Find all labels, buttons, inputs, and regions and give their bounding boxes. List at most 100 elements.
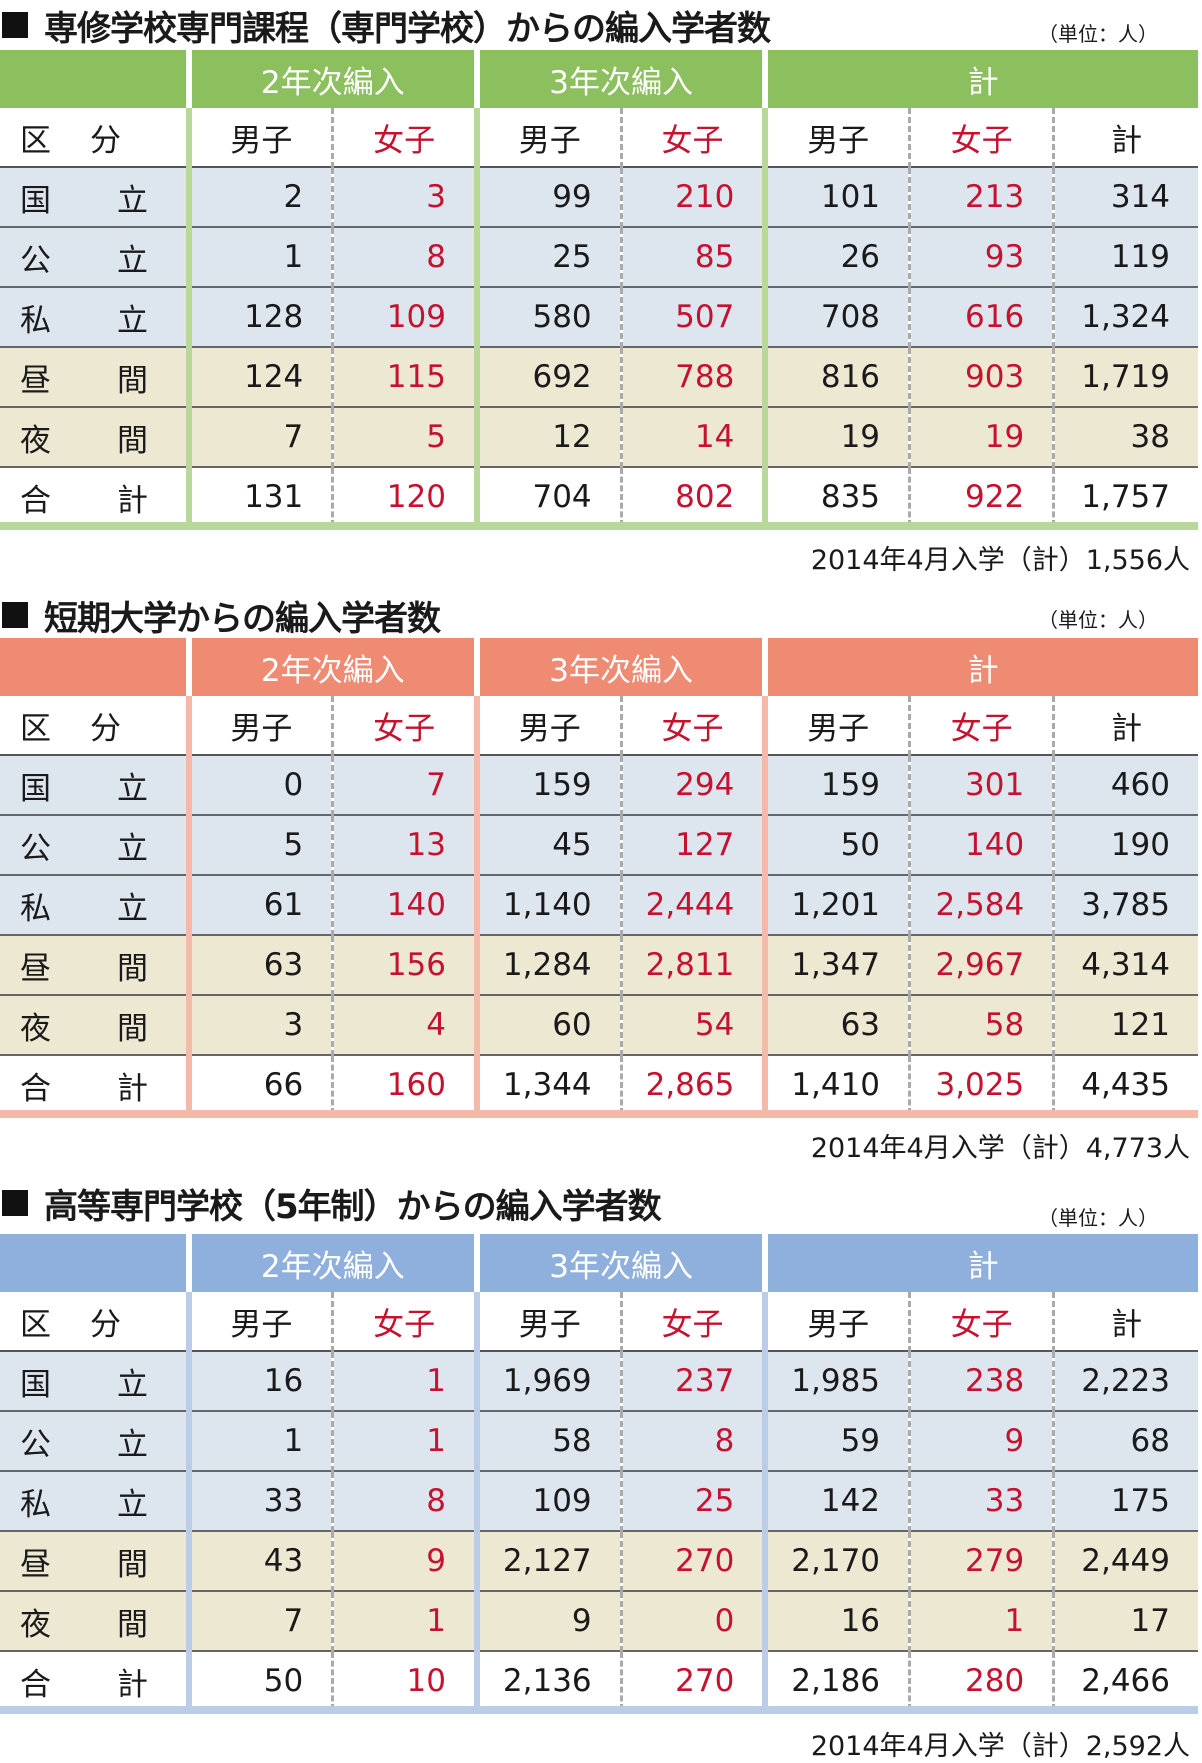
footer-total: 2014年4月入学（計）4,773人: [810, 1133, 1190, 1164]
section-vocational: 専修学校専門課程（専門学校）からの編入学者数 （単位：人） 2年次編入 3年次編入…: [0, 0, 1202, 590]
sub-header: 女子: [621, 108, 769, 168]
section-technical-college: 高等専門学校（5年制）からの編入学者数 （単位：人） 2年次編入 3年次編入計区 …: [0, 1178, 1202, 1763]
section-junior-college: 短期大学からの編入学者数 （単位：人） 2年次編入 3年次編入計区 分男子 女子 男子…: [0, 590, 1202, 1178]
total-count-cell: 1,324: [1053, 287, 1198, 348]
row-label-char: 間: [117, 422, 148, 459]
sub-header: 男子: [188, 108, 335, 168]
male-count-cell: 708: [765, 287, 912, 348]
group-header: 3年次編入: [476, 1234, 769, 1292]
category-header: 区 分: [0, 1292, 192, 1352]
female-count-cell: 33: [909, 1471, 1056, 1532]
female-count-cell: 93: [909, 227, 1056, 288]
row-label: 公立: [0, 1411, 192, 1472]
male-count-cell: 835: [765, 467, 912, 526]
row-label: 合計: [0, 1651, 192, 1710]
female-count-cell: 507: [621, 287, 769, 348]
table-row: 国立 2 3 99 210 101 213 314: [0, 167, 1198, 228]
footer-total: 2014年4月入学（計）1,556人: [810, 545, 1190, 576]
total-count-cell: 314: [1053, 167, 1198, 228]
table-row: 私立 61 140 1,140 2,444 1,201 2,584 3,785: [0, 875, 1198, 936]
female-count-cell: 0: [621, 1591, 769, 1652]
sub-header: 女子: [909, 108, 1056, 168]
row-label-char: 公: [20, 1426, 51, 1463]
row-label: 夜間: [0, 995, 192, 1056]
total-count-cell: 68: [1053, 1411, 1198, 1472]
sub-header: 男子: [476, 108, 623, 168]
group-header: 計: [765, 1234, 1198, 1292]
female-count-cell: 7: [332, 755, 480, 816]
total-count-cell: 119: [1053, 227, 1198, 288]
table-row: 公立 1 8 25 85 26 93 119: [0, 227, 1198, 288]
male-count-cell: 5: [188, 815, 335, 876]
male-count-cell: 159: [476, 755, 623, 816]
table-bottom-bar: [0, 1110, 1198, 1118]
table-bottom-bar: [0, 522, 1198, 530]
female-count-cell: 1: [909, 1591, 1056, 1652]
female-count-cell: 3: [332, 167, 480, 228]
male-count-cell: 1,985: [765, 1351, 912, 1412]
group-header: 3年次編入: [476, 50, 769, 108]
female-count-cell: 156: [332, 935, 480, 996]
row-label: 国立: [0, 755, 192, 816]
row-label-char: 立: [117, 182, 148, 219]
female-count-cell: 160: [332, 1055, 480, 1114]
female-count-cell: 279: [909, 1531, 1056, 1592]
sub-header: 男子: [188, 696, 335, 756]
sub-header: 男子: [188, 1292, 335, 1352]
male-count-cell: 58: [476, 1411, 623, 1472]
table-row: 私立 33 8 109 25 142 33 175: [0, 1471, 1198, 1532]
female-count-cell: 115: [332, 347, 480, 408]
row-label-char: 計: [117, 1070, 148, 1107]
total-count-cell: 2,223: [1053, 1351, 1198, 1412]
unit-note: （単位：人）: [1038, 22, 1158, 46]
data-table: 2年次編入 3年次編入計区 分男子 女子 男子 女子 男子 女子計国立 2 3 99 210 101 2…: [0, 50, 1198, 526]
male-count-cell: 45: [476, 815, 623, 876]
female-count-cell: 8: [332, 1471, 480, 1532]
total-count-cell: 121: [1053, 995, 1198, 1056]
total-count-cell: 2,466: [1053, 1651, 1198, 1710]
male-count-cell: 16: [765, 1591, 912, 1652]
male-count-cell: 142: [765, 1471, 912, 1532]
group-header: 2年次編入: [188, 1234, 480, 1292]
female-count-cell: 109: [332, 287, 480, 348]
row-label: 昼間: [0, 1531, 192, 1592]
group-header: 2年次編入: [188, 638, 480, 696]
female-count-cell: 237: [621, 1351, 769, 1412]
row-label: 合計: [0, 1055, 192, 1114]
sub-header: 男子: [765, 108, 912, 168]
male-count-cell: 63: [188, 935, 335, 996]
sub-header: 男子: [476, 1292, 623, 1352]
table-row: 夜間 3 4 60 54 63 58 121: [0, 995, 1198, 1056]
male-count-cell: 0: [188, 755, 335, 816]
table-row: 私立 128 109 580 507 708 616 1,324: [0, 287, 1198, 348]
total-count-cell: 38: [1053, 407, 1198, 468]
row-label-char: 国: [20, 770, 51, 807]
section-title: 短期大学からの編入学者数: [0, 590, 441, 640]
sub-header: 男子: [476, 696, 623, 756]
male-count-cell: 816: [765, 347, 912, 408]
table-row: 昼間 63 156 1,284 2,811 1,347 2,967 4,314: [0, 935, 1198, 996]
table-row: 公立 5 13 45 127 50 140 190: [0, 815, 1198, 876]
female-count-cell: 5: [332, 407, 480, 468]
section-title: 専修学校専門課程（専門学校）からの編入学者数: [0, 0, 771, 50]
female-count-cell: 2,967: [909, 935, 1056, 996]
row-label-char: 立: [117, 1366, 148, 1403]
row-label-char: 合: [20, 1070, 51, 1107]
total-count-cell: 460: [1053, 755, 1198, 816]
total-count-cell: 175: [1053, 1471, 1198, 1532]
male-count-cell: 1,410: [765, 1055, 912, 1114]
sub-header: 女子: [332, 108, 480, 168]
female-count-cell: 1: [332, 1591, 480, 1652]
data-table: 2年次編入 3年次編入計区 分男子 女子 男子 女子 男子 女子計国立 0 7 159 294 159…: [0, 638, 1198, 1114]
male-count-cell: 63: [765, 995, 912, 1056]
total-count-cell: 2,449: [1053, 1531, 1198, 1592]
female-count-cell: 213: [909, 167, 1056, 228]
table-row: 国立 0 7 159 294 159 301 460: [0, 755, 1198, 816]
group-header-row: 2年次編入 3年次編入計: [0, 638, 1198, 696]
row-label-char: 私: [20, 890, 51, 927]
female-count-cell: 788: [621, 347, 769, 408]
male-count-cell: 128: [188, 287, 335, 348]
female-count-cell: 280: [909, 1651, 1056, 1710]
female-count-cell: 2,865: [621, 1055, 769, 1114]
square-bullet-icon: [2, 602, 28, 628]
